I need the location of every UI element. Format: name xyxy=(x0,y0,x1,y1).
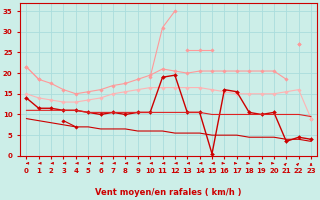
X-axis label: Vent moyen/en rafales ( km/h ): Vent moyen/en rafales ( km/h ) xyxy=(95,188,242,197)
